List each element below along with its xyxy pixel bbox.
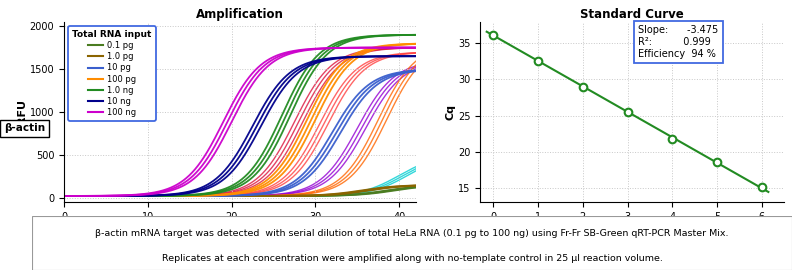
Y-axis label: Cq: Cq	[445, 104, 455, 120]
Text: Slope:      -3.475
R²:          0.999
Efficiency  94 %: Slope: -3.475 R²: 0.999 Efficiency 94 %	[638, 25, 718, 59]
Text: Replicates at each concentration were amplified along with no-template control i: Replicates at each concentration were am…	[162, 254, 662, 263]
Legend: 0.1 pg, 1.0 pg, 10 pg, 100 pg, 1.0 ng, 10 ng, 100 ng: 0.1 pg, 1.0 pg, 10 pg, 100 pg, 1.0 ng, 1…	[68, 26, 156, 121]
Text: Standard: Standard	[461, 221, 502, 230]
Text: Unknown: Unknown	[461, 235, 502, 243]
X-axis label: Log Starting Quantity: Log Starting Quantity	[564, 224, 700, 235]
Title: Standard Curve: Standard Curve	[580, 8, 684, 21]
Text: SYBR     E= 94.0% R²=0.999 Slope=-3.475 y-int=36.007: SYBR E= 94.0% R²=0.999 Slope=-3.475 y-in…	[461, 247, 697, 256]
Y-axis label: RFU: RFU	[17, 99, 27, 124]
Title: Amplification: Amplification	[196, 8, 284, 21]
FancyBboxPatch shape	[424, 216, 792, 262]
Text: β-actin mRNA target was detected  with serial dilution of total HeLa RNA (0.1 pg: β-actin mRNA target was detected with se…	[95, 229, 729, 238]
Text: β-actin: β-actin	[4, 123, 45, 133]
X-axis label: Cycles: Cycles	[220, 224, 260, 235]
FancyBboxPatch shape	[32, 216, 792, 270]
